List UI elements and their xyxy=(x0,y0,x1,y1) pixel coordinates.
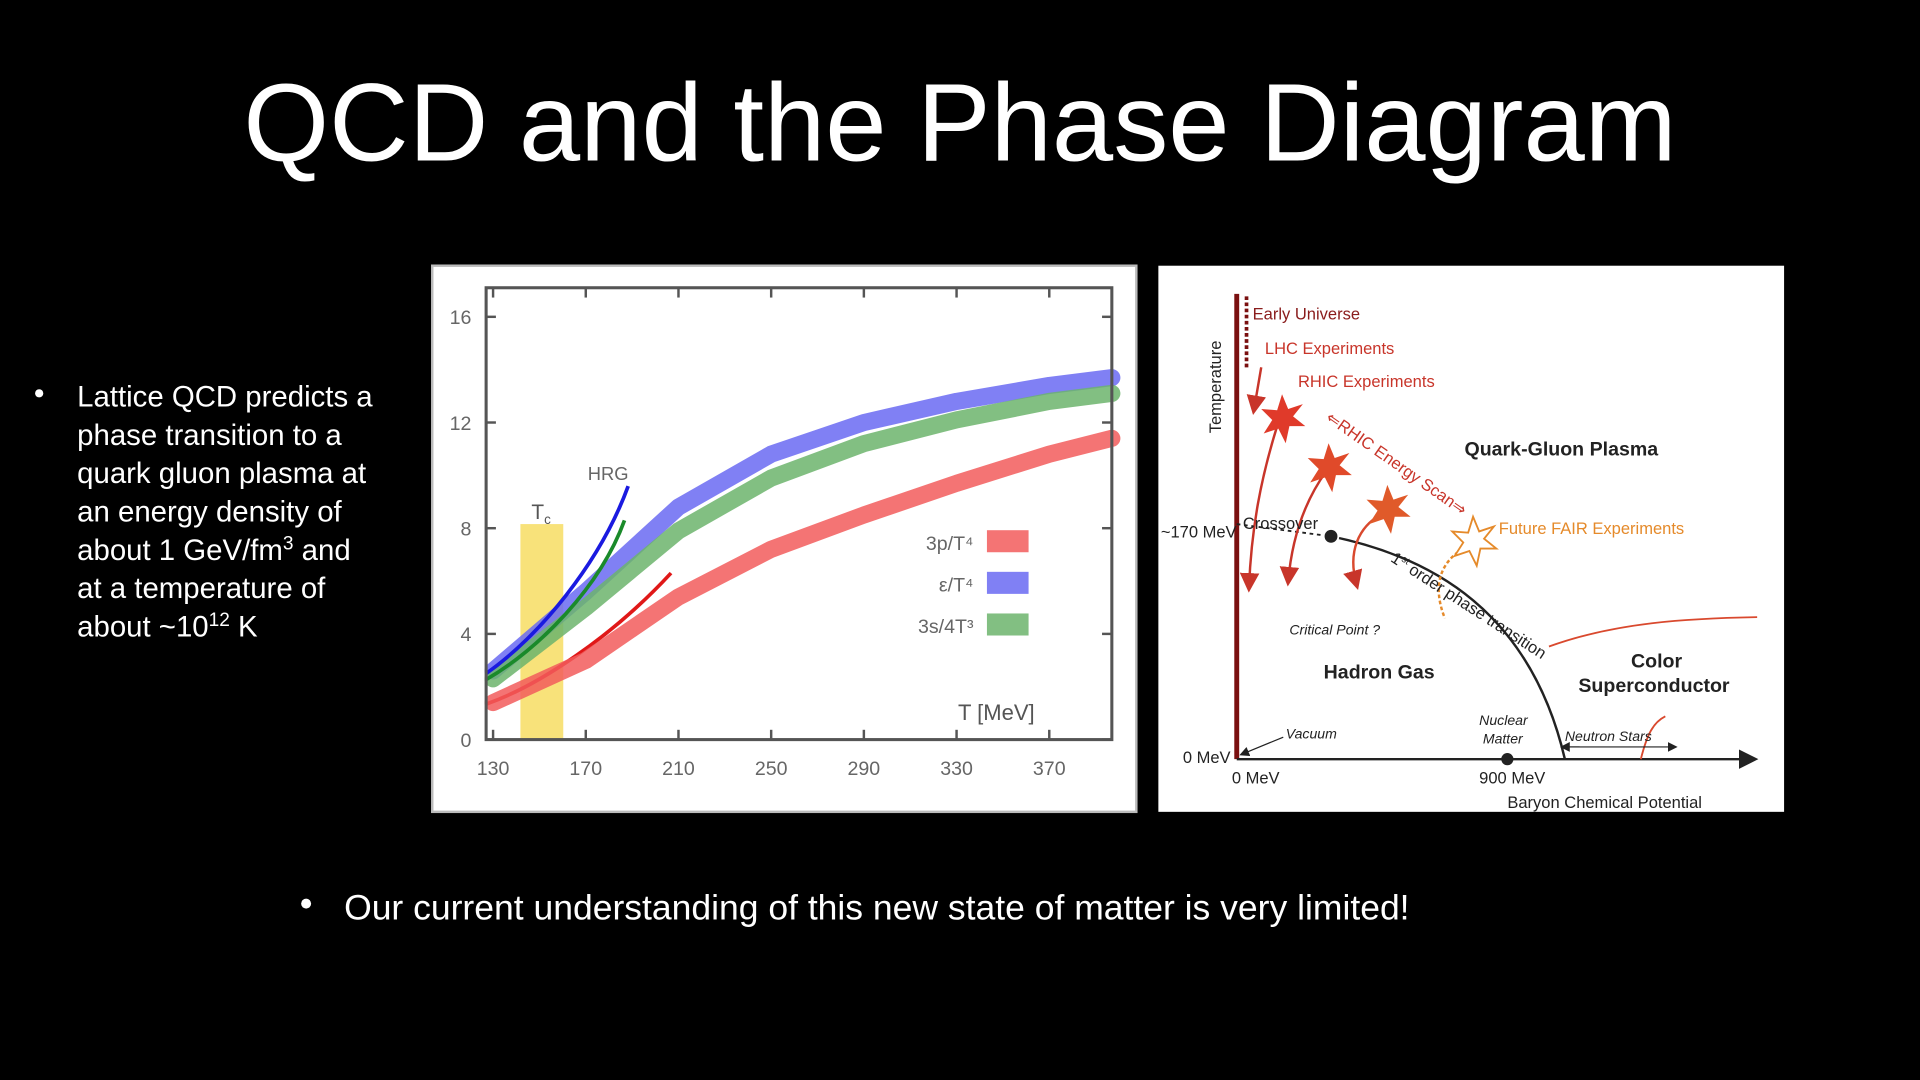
band xyxy=(484,384,1121,688)
bullet-text: an energy density of xyxy=(77,496,342,529)
label: Vacuum xyxy=(1286,725,1337,741)
legend-swatch xyxy=(986,613,1029,636)
label: Matter xyxy=(1483,730,1524,746)
label: Critical Point ? xyxy=(1289,621,1380,637)
bullet-line: Lattice QCD predicts a xyxy=(77,381,373,414)
bullet-text: about 1 GeV/fm xyxy=(77,534,283,567)
x-tick-label: 370 xyxy=(1033,758,1066,780)
bullet-text: and xyxy=(294,534,351,567)
legend-label: ε/T⁴ xyxy=(939,574,974,596)
bullet-dot xyxy=(301,898,312,909)
legend-swatch xyxy=(986,530,1029,553)
plot-frame xyxy=(484,286,1114,742)
bullet-line: an energy density of xyxy=(77,496,342,529)
label: Early Universe xyxy=(1253,305,1360,324)
crossover-line xyxy=(1236,523,1332,538)
beam-arrow xyxy=(1279,470,1328,587)
bullet-dot xyxy=(35,389,44,398)
hrg-curve xyxy=(485,485,630,675)
hrg-label: HRG xyxy=(588,463,629,484)
x-tick-label: 170 xyxy=(569,758,602,780)
bullet-line: at a temperature of xyxy=(77,572,326,605)
x-tick-label: 330 xyxy=(940,758,973,780)
y-tick-label: 16 xyxy=(450,307,472,329)
label: Hadron Gas xyxy=(1324,661,1435,683)
bullet-text: 3 xyxy=(283,534,294,555)
x-axis-label: T [MeV] xyxy=(958,700,1035,725)
bullet-text: quark gluon plasma at xyxy=(77,457,366,490)
y-tick-label: 12 xyxy=(450,413,472,435)
bullets: Lattice QCD predicts a phase transition t… xyxy=(35,381,1410,928)
lhc-arrow xyxy=(1246,367,1267,416)
label: Neutron Stars xyxy=(1565,728,1652,744)
bullet-line: phase transition to a xyxy=(77,419,342,452)
bullet-line: quark gluon plasma at xyxy=(77,457,366,490)
x-tick-label: 250 xyxy=(755,758,788,780)
band xyxy=(484,369,1121,680)
bullet-line: Our current understanding of this new st… xyxy=(344,888,1409,928)
bullet-text: 12 xyxy=(209,610,230,631)
bullet-text: Lattice QCD predicts a xyxy=(77,381,373,414)
tc-label: T xyxy=(531,501,544,524)
label: Quark-Gluon Plasma xyxy=(1464,439,1659,461)
label: Crossover xyxy=(1243,514,1319,533)
collision-star xyxy=(1307,443,1352,493)
bullet-text: K xyxy=(230,610,258,643)
legend-swatch xyxy=(986,571,1029,594)
x-tick-label: 210 xyxy=(662,758,695,780)
label: Nuclear xyxy=(1479,712,1529,728)
x-axis-label: Baryon Chemical Potential xyxy=(1507,793,1702,812)
hrg-curve xyxy=(485,519,627,682)
label: ~170 MeV xyxy=(1161,523,1237,542)
bullet-text: phase transition to a xyxy=(77,419,342,452)
y-axis-label: Temperature xyxy=(1206,341,1225,434)
critical-point xyxy=(1322,528,1340,545)
lattice-plot: 0 4 8 12 16 130 170 210 250 290 330 370 T [MeV] HRG Tc… xyxy=(450,286,1121,780)
vacuum-arrow xyxy=(1239,736,1284,757)
collision-star xyxy=(1366,484,1411,534)
nuclear-matter-point xyxy=(1501,753,1514,766)
collision-star xyxy=(1261,394,1306,444)
label: Color xyxy=(1631,650,1682,672)
slide-title: QCD and the Phase Diagram xyxy=(243,61,1676,184)
bullet-text: Our current understanding of this new st… xyxy=(344,888,1409,928)
label: 900 MeV xyxy=(1479,769,1545,788)
label: LHC Experiments xyxy=(1265,339,1394,358)
legend-label: 3s/4T³ xyxy=(918,616,974,638)
bullet-text: about ~10 xyxy=(77,610,209,643)
legend-label: 3p/T⁴ xyxy=(926,533,974,555)
y-tick-label: 4 xyxy=(461,624,472,646)
bullet-line: about 1 GeV/fm3 and xyxy=(77,534,351,567)
label: 0 MeV xyxy=(1232,769,1280,788)
bullet-line: about ~1012 K xyxy=(77,610,258,643)
label: RHIC Experiments xyxy=(1298,372,1435,391)
beam-arrow xyxy=(1239,425,1279,593)
x-tick-label: 290 xyxy=(848,758,881,780)
phase-boundary xyxy=(1330,535,1567,760)
bullet-text: at a temperature of xyxy=(77,572,326,605)
band xyxy=(484,429,1121,712)
csc-line xyxy=(1639,715,1666,760)
tc-label: c xyxy=(544,512,551,527)
csc-line xyxy=(1548,616,1758,648)
y-tick-label: 8 xyxy=(461,519,472,541)
label: Superconductor xyxy=(1578,675,1730,697)
x-tick-label: 130 xyxy=(477,758,510,780)
fair-star xyxy=(1449,514,1499,569)
tc-label: Tc xyxy=(531,501,551,527)
label: Future FAIR Experiments xyxy=(1499,519,1684,538)
y-tick-label: 0 xyxy=(461,730,472,752)
label: 0 MeV xyxy=(1183,748,1231,767)
